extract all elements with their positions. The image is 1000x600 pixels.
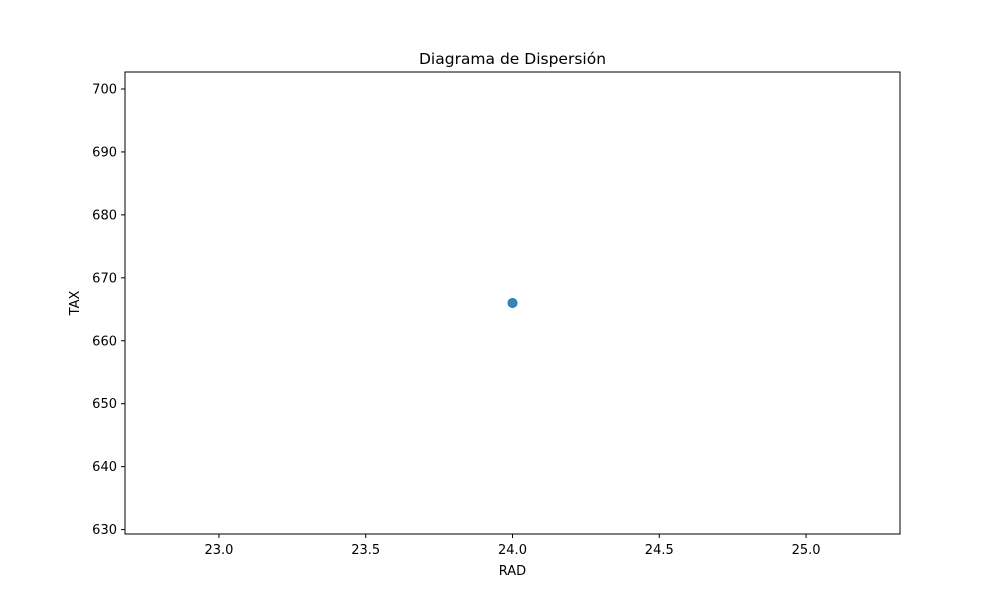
x-tick-label: 23.5 xyxy=(351,543,380,558)
y-tick-label: 680 xyxy=(92,208,117,223)
x-axis-label: RAD xyxy=(499,564,526,579)
y-tick-label: 660 xyxy=(92,334,117,349)
x-tick-label: 23.0 xyxy=(204,543,233,558)
scatter-point xyxy=(507,298,518,308)
x-tick-label: 24.5 xyxy=(645,543,674,558)
x-tick-label: 24.0 xyxy=(498,543,527,558)
y-tick-label: 630 xyxy=(92,523,117,538)
y-axis: 630 640 650 660 670 680 690 700 xyxy=(92,82,125,538)
y-tick-label: 670 xyxy=(92,271,117,286)
x-tick-label: 25.0 xyxy=(792,543,821,558)
chart-title: Diagrama de Dispersión xyxy=(419,50,606,68)
y-tick-label: 700 xyxy=(92,82,117,97)
y-axis-label: TAX xyxy=(68,291,83,317)
y-tick-label: 640 xyxy=(92,460,117,475)
y-tick-label: 650 xyxy=(92,397,117,412)
data-points xyxy=(507,298,518,308)
x-axis: 23.0 23.5 24.0 24.5 25.0 xyxy=(204,534,821,558)
y-tick-label: 690 xyxy=(92,145,117,160)
